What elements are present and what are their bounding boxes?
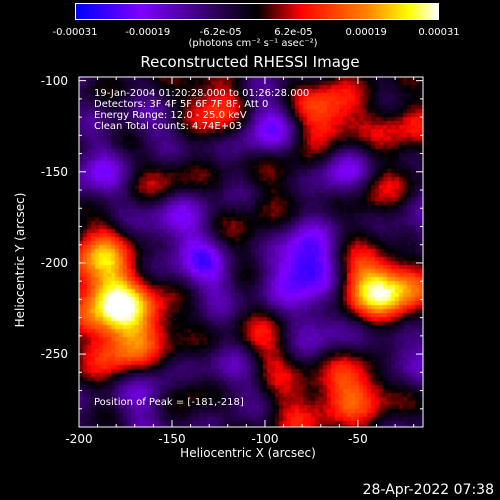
peak-position-label: Position of Peak = [-181,-218] [94,397,244,408]
x-tick-label: -150 [158,432,186,446]
y-tick-label: -250 [40,347,68,362]
footer-date: 28-Apr-2022 07:38 [362,482,494,498]
x-tick-label: -50 [348,432,368,446]
y-tick-label: -100 [40,73,68,88]
colorbar-tick-label: 6.2e-05 [274,27,313,38]
colorbar-tick-label: -0.00031 [52,27,98,38]
chart-title: Reconstructed RHESSI Image [140,53,360,71]
energy-range-annotation: Energy Range: 12.0 - 25.0 keV [94,110,247,121]
y-axis-label: Heliocentric Y (arcsec) [13,192,27,328]
heatmap-image [79,77,423,427]
colorbar-tick-label: 0.00019 [345,27,387,38]
colorbar-tick-label: 0.00031 [418,27,460,38]
colorbar-unit-label: (photons cm⁻² s⁻¹ asec⁻²) [188,38,318,49]
y-tick-label: -150 [40,164,68,179]
y-tick-label: -200 [40,255,68,270]
x-axis-label: Heliocentric X (arcsec) [180,446,316,460]
detectors-annotation: Detectors: 3F 4F 5F 6F 7F 8F, Att 0 [94,99,269,110]
x-tick-label: -100 [251,432,279,446]
colorbar-tick-label: -6.2e-05 [199,27,242,38]
colorbar-tick-label: -0.00019 [125,27,171,38]
x-tick-label: -200 [65,432,93,446]
plot-frame [78,76,424,428]
time-range-annotation: 19-Jan-2004 01:20:28.000 to 01:26:28.000 [94,88,310,99]
colorbar [75,3,439,20]
clean-counts-annotation: Clean Total counts: 4.74E+03 [94,121,242,132]
